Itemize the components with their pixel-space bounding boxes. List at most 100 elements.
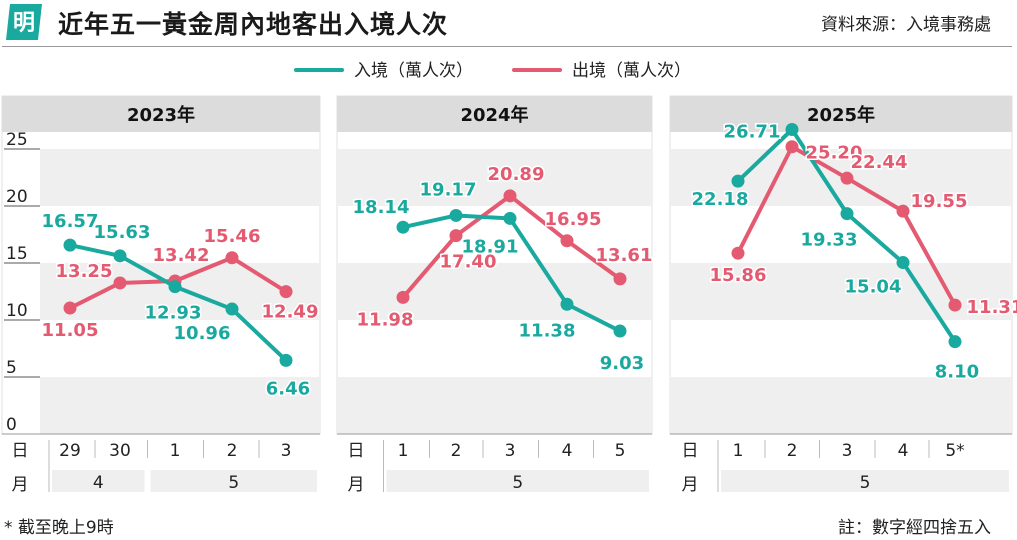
data-point-outbound bbox=[840, 171, 854, 185]
data-label-inbound: 22.18 bbox=[692, 189, 749, 210]
month-band bbox=[52, 470, 145, 492]
day-axis-label: 日 bbox=[12, 441, 29, 461]
x-tick-label: 30 bbox=[109, 441, 131, 461]
legend-label-outbound: 出境（萬人次） bbox=[572, 61, 691, 81]
data-point-inbound bbox=[785, 123, 799, 137]
data-point-outbound bbox=[948, 298, 962, 312]
data-label-outbound: 13.25 bbox=[56, 261, 113, 282]
data-point-outbound bbox=[449, 229, 463, 243]
data-point-inbound bbox=[279, 353, 293, 367]
data-point-inbound bbox=[168, 280, 182, 294]
data-label-inbound: 15.63 bbox=[94, 222, 151, 243]
grid-band bbox=[40, 377, 320, 434]
legend-swatch-inbound bbox=[294, 68, 344, 72]
x-tick-label: 1 bbox=[170, 441, 181, 461]
data-point-outbound bbox=[63, 301, 77, 315]
panel-title: 2024年 bbox=[460, 104, 528, 126]
y-tick-label: 20 bbox=[6, 187, 28, 207]
data-point-inbound bbox=[113, 249, 127, 263]
data-label-inbound: 11.38 bbox=[519, 320, 576, 341]
data-label-inbound: 9.03 bbox=[600, 353, 644, 374]
month-label: 5 bbox=[860, 473, 871, 493]
legend-swatch-outbound bbox=[512, 68, 562, 72]
data-point-outbound bbox=[396, 290, 410, 304]
day-axis-label: 日 bbox=[348, 441, 365, 461]
grid-band bbox=[337, 377, 652, 434]
data-point-inbound bbox=[731, 174, 745, 188]
day-axis-label: 日 bbox=[682, 441, 699, 461]
month-label: 5 bbox=[512, 473, 523, 493]
data-point-outbound bbox=[896, 204, 910, 218]
grid-band bbox=[40, 263, 320, 320]
data-label-inbound: 16.57 bbox=[42, 211, 99, 232]
panel-header-band bbox=[670, 96, 1012, 132]
legend: 入境（萬人次） 出境（萬人次） bbox=[0, 54, 1017, 86]
x-tick-label: 3 bbox=[281, 441, 292, 461]
y-tick-label: 10 bbox=[6, 301, 28, 321]
data-point-inbound bbox=[225, 302, 239, 316]
data-label-outbound: 15.86 bbox=[710, 265, 767, 286]
data-label-inbound: 19.17 bbox=[420, 179, 477, 200]
data-label-inbound: 8.10 bbox=[935, 362, 979, 383]
month-axis-label: 月 bbox=[348, 475, 365, 495]
x-tick-label: 4 bbox=[562, 441, 573, 461]
data-label-outbound: 25.20 bbox=[806, 143, 863, 164]
data-point-outbound bbox=[113, 276, 127, 290]
y-tick-label: 5 bbox=[6, 358, 17, 378]
data-point-inbound bbox=[613, 324, 627, 338]
data-label-outbound: 13.42 bbox=[153, 245, 210, 266]
data-label-outbound: 12.49 bbox=[262, 302, 319, 323]
y-tick-label: 25 bbox=[6, 130, 28, 150]
data-point-outbound bbox=[503, 189, 517, 203]
chart-title: 近年五一黃金周內地客出入境人次 bbox=[58, 10, 449, 39]
data-label-outbound: 13.61 bbox=[596, 245, 653, 266]
data-label-outbound: 16.95 bbox=[545, 209, 602, 230]
month-axis-label: 月 bbox=[682, 475, 699, 495]
logo-badge-shape bbox=[6, 4, 42, 40]
data-label-inbound: 18.91 bbox=[462, 236, 519, 257]
data-label-outbound: 11.98 bbox=[357, 309, 414, 330]
data-label-outbound: 11.31 bbox=[967, 297, 1017, 318]
x-tick-label: 5* bbox=[945, 441, 964, 461]
data-point-outbound bbox=[560, 234, 574, 248]
data-point-inbound bbox=[840, 207, 854, 221]
x-tick-label: 2 bbox=[451, 441, 462, 461]
data-label-inbound: 10.96 bbox=[174, 323, 231, 344]
header: 明 近年五一黃金周內地客出入境人次 資料來源：入境事務處 bbox=[0, 0, 1017, 46]
data-point-inbound bbox=[503, 211, 517, 225]
x-tick-label: 4 bbox=[898, 441, 909, 461]
y-tick-label: 0 bbox=[6, 415, 17, 435]
source-note: 資料來源：入境事務處 bbox=[821, 15, 991, 35]
panel-title: 2023年 bbox=[127, 104, 195, 126]
x-tick-label: 5 bbox=[615, 441, 626, 461]
data-label-inbound: 19.33 bbox=[801, 230, 858, 251]
grid-band bbox=[337, 149, 652, 206]
data-label-outbound: 11.05 bbox=[42, 320, 99, 341]
month-band bbox=[150, 470, 317, 492]
panel-header-band bbox=[2, 96, 320, 132]
data-label-inbound: 15.04 bbox=[845, 277, 902, 298]
footnote-asterisk: * 截至晚上9時 bbox=[4, 518, 114, 538]
month-label: 5 bbox=[228, 473, 239, 493]
panel-title: 2025年 bbox=[807, 104, 875, 126]
x-tick-label: 3 bbox=[842, 441, 853, 461]
data-point-outbound bbox=[613, 272, 627, 286]
x-tick-label: 29 bbox=[59, 441, 81, 461]
data-point-inbound bbox=[560, 297, 574, 311]
data-label-inbound: 18.14 bbox=[353, 197, 410, 218]
data-point-outbound bbox=[785, 140, 799, 154]
data-label-inbound: 12.93 bbox=[145, 303, 202, 324]
month-band bbox=[721, 470, 1009, 492]
grid-band bbox=[337, 263, 652, 320]
footnote-rounding: 註：數字經四捨五入 bbox=[838, 518, 991, 538]
grid-band bbox=[670, 377, 1012, 434]
logo-char: 明 bbox=[13, 11, 35, 36]
x-tick-label: 3 bbox=[505, 441, 516, 461]
x-tick-label: 1 bbox=[733, 441, 744, 461]
data-label-outbound: 17.40 bbox=[440, 252, 497, 273]
data-point-inbound bbox=[449, 208, 463, 222]
